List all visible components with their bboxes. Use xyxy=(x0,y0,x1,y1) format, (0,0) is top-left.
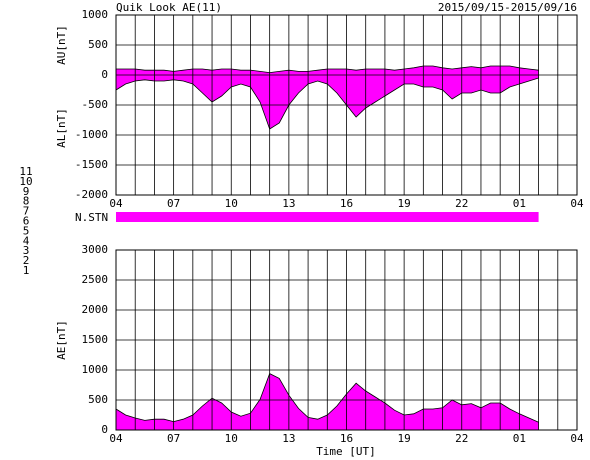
y-axis-label: AU[nT] xyxy=(55,25,68,65)
y-tick-label: 1000 xyxy=(82,363,109,376)
area xyxy=(116,373,539,430)
plot-frame xyxy=(115,14,578,196)
y-axis-label: AL[nT] xyxy=(55,108,68,148)
x-tick-label: 04 xyxy=(570,197,584,210)
x-tick-label: 22 xyxy=(455,197,468,210)
date-range: 2015/09/15-2015/09/16 xyxy=(438,1,577,14)
legend-entry: 4 xyxy=(23,234,30,247)
y-tick-label: 0 xyxy=(101,423,108,436)
x-tick-label: 01 xyxy=(513,432,526,445)
area xyxy=(116,75,539,129)
y-tick-label: -1500 xyxy=(75,158,108,171)
y-tick-label: -1000 xyxy=(75,128,108,141)
y-tick-label: 500 xyxy=(88,393,108,406)
y-tick-label: 1500 xyxy=(82,333,109,346)
legend-entry: 2 xyxy=(23,254,30,267)
legend-entry: 5 xyxy=(23,224,30,237)
legend-entry: 7 xyxy=(23,205,30,218)
x-tick-label: 22 xyxy=(455,432,468,445)
x-tick-label: 19 xyxy=(398,197,411,210)
y-tick-label: 500 xyxy=(88,38,108,51)
n-stn-bar xyxy=(116,212,539,222)
x-tick-label: 10 xyxy=(225,197,238,210)
x-tick-label: 04 xyxy=(109,432,123,445)
y-tick-label: 3000 xyxy=(82,243,109,256)
x-tick-label: 04 xyxy=(109,197,123,210)
y-tick-label: -2000 xyxy=(75,188,108,201)
y-tick-label: 0 xyxy=(101,68,108,81)
legend-entry: 6 xyxy=(23,215,30,228)
x-tick-label: 19 xyxy=(398,432,411,445)
n-stn-label: N.STN xyxy=(75,211,108,224)
x-tick-label: 16 xyxy=(340,432,353,445)
plot-frame xyxy=(115,249,578,431)
x-tick-label: 13 xyxy=(282,197,295,210)
x-tick-label: 13 xyxy=(282,432,295,445)
x-tick-label: 10 xyxy=(225,432,238,445)
x-tick-label: 16 xyxy=(340,197,353,210)
legend-entry: 1 xyxy=(23,264,30,277)
y-tick-label: -500 xyxy=(82,98,109,111)
legend-entry: 3 xyxy=(23,244,30,257)
x-tick-label: 04 xyxy=(570,432,584,445)
x-tick-label: 01 xyxy=(513,197,526,210)
x-axis-label: Time [UT] xyxy=(316,445,376,458)
y-tick-label: 2000 xyxy=(82,303,109,316)
y-tick-label: 1000 xyxy=(82,8,109,21)
x-tick-label: 07 xyxy=(167,432,180,445)
y-axis-label: AE[nT] xyxy=(55,320,68,360)
legend-entry: 8 xyxy=(23,195,30,208)
y-tick-label: 2500 xyxy=(82,273,109,286)
chart-title: Quik Look AE(11) xyxy=(116,1,222,14)
x-tick-label: 07 xyxy=(167,197,180,210)
legend-entry: 11 xyxy=(19,165,32,178)
legend-entry: 9 xyxy=(23,185,30,198)
legend-entry: 10 xyxy=(19,175,32,188)
